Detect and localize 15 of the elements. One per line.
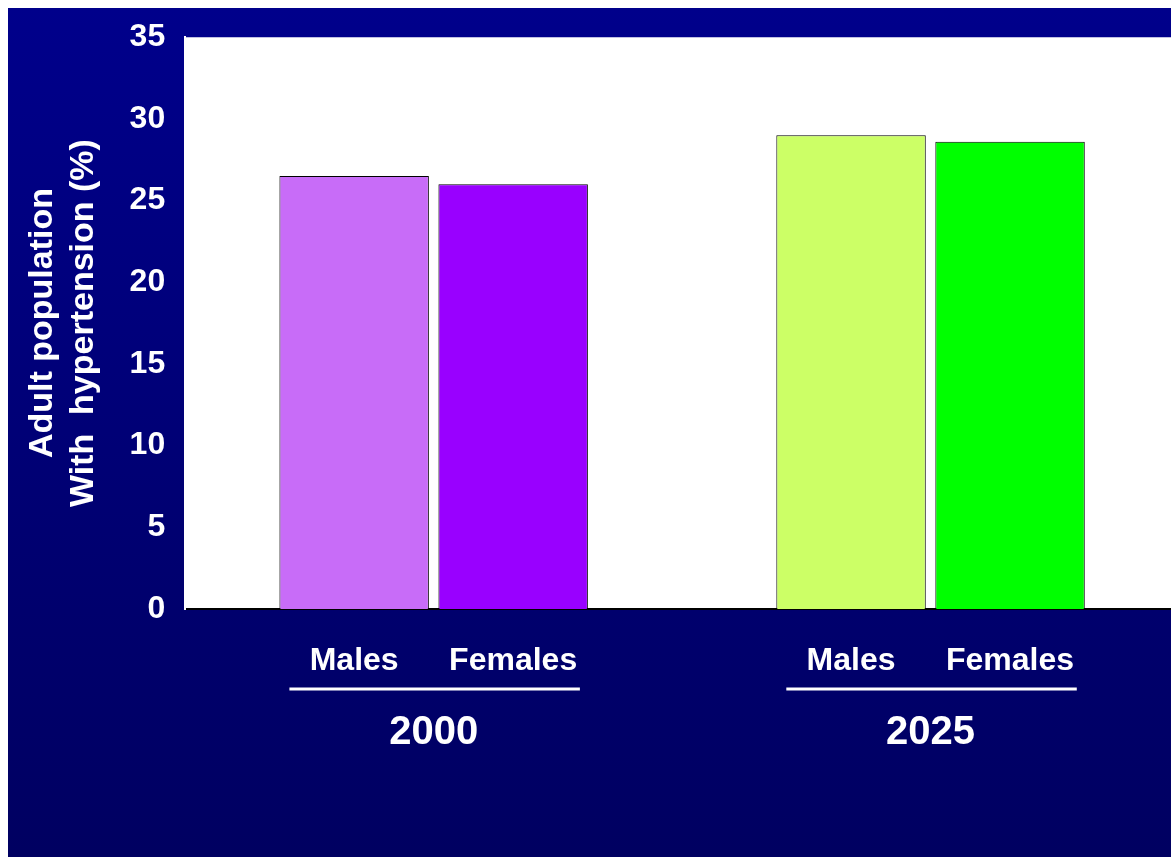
text: Females [946, 640, 1075, 677]
y-tick-label: 0 [147, 588, 166, 625]
y-axis-title: Adult population With hypertension (%) [20, 139, 100, 508]
y-tick-label: 25 [129, 180, 166, 217]
y-tick-label: 20 [129, 262, 166, 299]
text: Males [806, 640, 896, 677]
y-tick-label: 35 [129, 17, 166, 54]
series-label: Males [309, 640, 399, 677]
series-label: Females [449, 640, 578, 677]
y-tick-label: 10 [129, 425, 166, 462]
y-tick-label: 30 [129, 98, 166, 135]
y-tick-label: 5 [147, 507, 166, 544]
x-tick-label: 2000 [389, 708, 479, 753]
x-tick-label: 2025 [886, 708, 976, 753]
y-tick-label: 15 [129, 343, 166, 380]
